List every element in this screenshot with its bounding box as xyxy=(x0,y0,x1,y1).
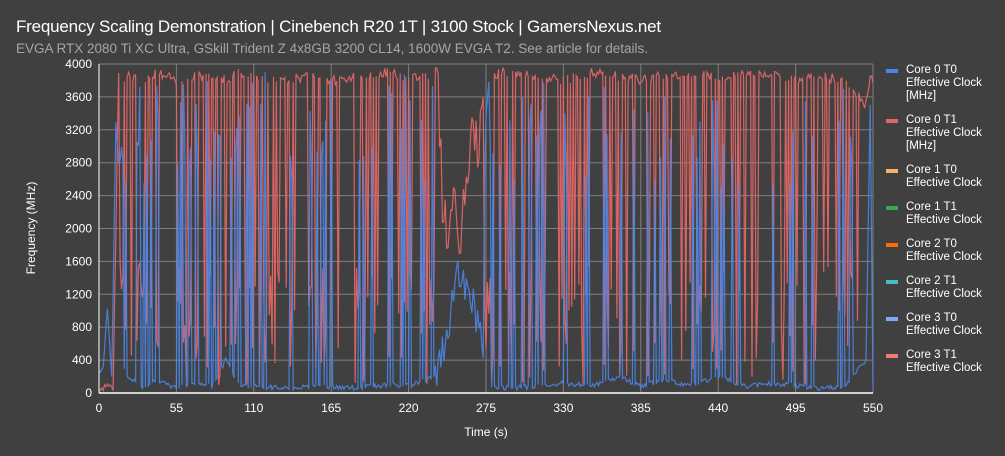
legend-swatch-icon xyxy=(886,169,898,173)
legend-item-core3-t1[interactable]: Core 3 T1 Effective Clock xyxy=(886,349,1004,375)
svg-text:2000: 2000 xyxy=(65,222,92,236)
x-tick-labels: 0 55 110 165 220 275 330 385 440 495 550 xyxy=(96,401,884,415)
legend-label: Core 2 T0 Effective Clock xyxy=(906,238,982,263)
svg-text:400: 400 xyxy=(72,353,92,367)
svg-text:4000: 4000 xyxy=(65,57,92,71)
svg-text:2400: 2400 xyxy=(65,189,92,203)
legend-swatch-icon xyxy=(886,243,898,247)
svg-text:0: 0 xyxy=(96,401,103,415)
legend-label: Core 3 T0 Effective Clock xyxy=(906,312,982,337)
axes xyxy=(98,64,873,394)
svg-text:110: 110 xyxy=(244,401,263,415)
legend-label: Core 0 T1 Effective Clock [MHz] xyxy=(906,114,982,152)
svg-text:550: 550 xyxy=(863,401,883,415)
svg-text:55: 55 xyxy=(170,401,184,415)
svg-text:330: 330 xyxy=(553,401,573,415)
svg-text:3200: 3200 xyxy=(65,123,92,137)
chart-title: Frequency Scaling Demonstration | Cinebe… xyxy=(16,17,661,36)
x-axis-label: Time (s) xyxy=(464,425,508,439)
legend-label: Core 3 T1 Effective Clock xyxy=(906,349,982,374)
legend-item-core2-t0[interactable]: Core 2 T0 Effective Clock xyxy=(886,238,1004,264)
legend-swatch-icon xyxy=(886,280,898,284)
svg-text:385: 385 xyxy=(631,401,651,415)
svg-text:1600: 1600 xyxy=(65,254,92,268)
svg-text:3600: 3600 xyxy=(65,90,92,104)
legend-item-core0-t0[interactable]: Core 0 T0 Effective Clock [MHz] xyxy=(886,64,1004,103)
svg-text:165: 165 xyxy=(321,401,341,415)
legend-label: Core 0 T0 Effective Clock [MHz] xyxy=(906,64,982,102)
legend-item-core1-t1[interactable]: Core 1 T1 Effective Clock xyxy=(886,201,1004,227)
svg-text:800: 800 xyxy=(72,320,92,334)
series-lines xyxy=(98,66,874,393)
legend-item-core1-t0[interactable]: Core 1 T0 Effective Clock xyxy=(886,164,1004,190)
svg-text:1200: 1200 xyxy=(65,287,92,301)
legend-swatch-icon xyxy=(886,317,898,321)
legend-label: Core 1 T0 Effective Clock xyxy=(906,164,982,189)
svg-text:0: 0 xyxy=(85,386,92,400)
legend-item-core2-t1[interactable]: Core 2 T1 Effective Clock xyxy=(886,275,1004,301)
y-axis-label: Frequency (MHz) xyxy=(24,181,38,275)
legend-item-core0-t1[interactable]: Core 0 T1 Effective Clock [MHz] xyxy=(886,114,1004,153)
legend-label: Core 2 T1 Effective Clock xyxy=(906,275,982,300)
legend: Core 0 T0 Effective Clock [MHz] Core 0 T… xyxy=(886,64,1004,386)
legend-swatch-icon xyxy=(886,206,898,210)
svg-text:220: 220 xyxy=(399,401,419,415)
svg-text:275: 275 xyxy=(476,401,496,415)
chart-subtitle: EVGA RTX 2080 Ti XC Ultra, GSkill Triden… xyxy=(16,41,649,56)
y-tick-labels: 0 400 800 1200 1600 2000 2400 2800 3200 3600 4000 xyxy=(65,57,92,400)
legend-swatch-icon xyxy=(886,354,898,358)
svg-text:495: 495 xyxy=(786,401,806,415)
svg-text:2800: 2800 xyxy=(65,156,92,170)
svg-text:440: 440 xyxy=(708,401,728,415)
legend-swatch-icon xyxy=(886,119,898,123)
legend-label: Core 1 T1 Effective Clock xyxy=(906,201,982,226)
legend-item-core3-t0[interactable]: Core 3 T0 Effective Clock xyxy=(886,312,1004,338)
legend-swatch-icon xyxy=(886,69,898,73)
